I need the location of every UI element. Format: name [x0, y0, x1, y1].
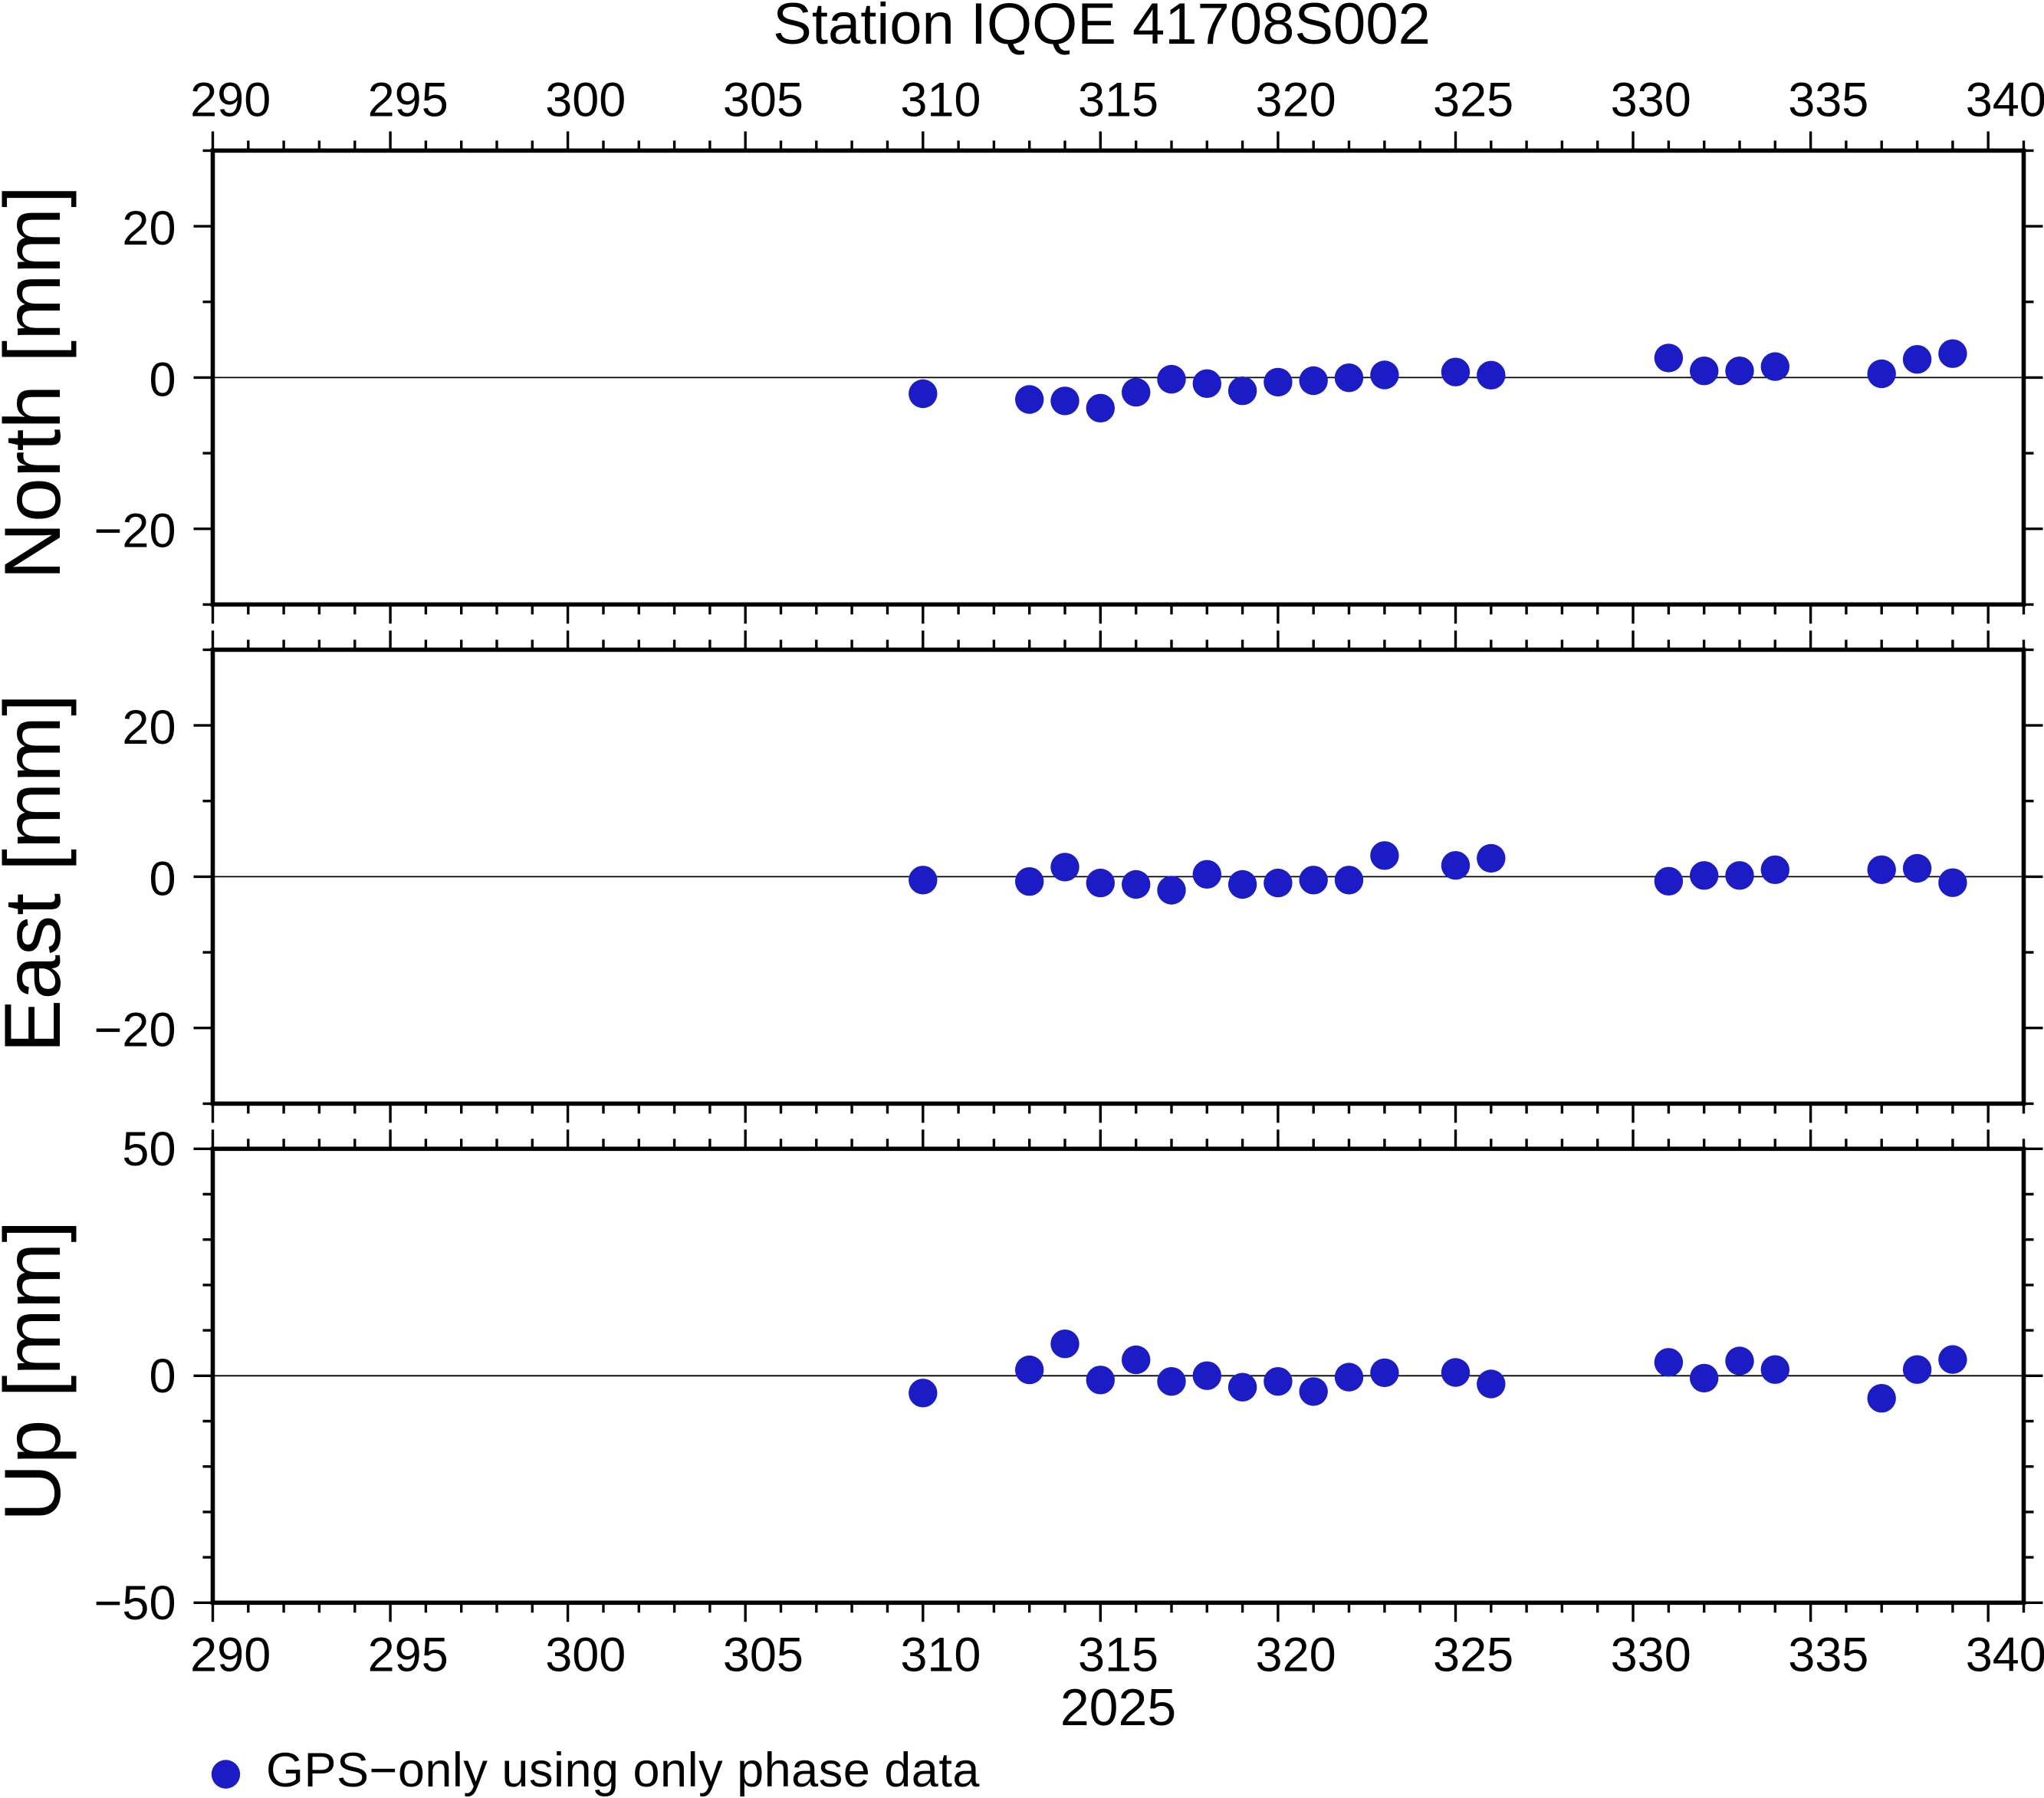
svg-text:335: 335	[1788, 73, 1868, 127]
svg-text:GPS−only using only phase data: GPS−only using only phase data	[266, 1744, 980, 1797]
svg-text:Station IQQE 41708S002: Station IQQE 41708S002	[773, 0, 1431, 57]
svg-text:320: 320	[1256, 73, 1336, 127]
svg-text:340: 340	[1966, 1629, 2044, 1682]
svg-text:50: 50	[122, 1123, 176, 1176]
svg-text:295: 295	[368, 73, 449, 127]
svg-text:330: 330	[1611, 73, 1691, 127]
svg-text:−20: −20	[94, 505, 176, 558]
svg-text:325: 325	[1433, 73, 1513, 127]
svg-text:340: 340	[1966, 73, 2044, 127]
svg-text:330: 330	[1611, 1629, 1691, 1682]
svg-text:300: 300	[545, 73, 626, 127]
svg-text:310: 310	[900, 73, 981, 127]
svg-text:Up [mm]: Up [mm]	[0, 1221, 77, 1522]
svg-text:0: 0	[149, 353, 176, 406]
svg-text:300: 300	[545, 1629, 626, 1682]
svg-text:305: 305	[723, 1629, 803, 1682]
svg-text:290: 290	[190, 73, 271, 127]
svg-text:0: 0	[149, 1349, 176, 1403]
svg-text:North [mm]: North [mm]	[0, 186, 77, 580]
svg-text:315: 315	[1078, 73, 1158, 127]
svg-text:0: 0	[149, 852, 176, 906]
svg-text:305: 305	[723, 73, 803, 127]
svg-text:2025: 2025	[1060, 1678, 1176, 1737]
svg-text:315: 315	[1078, 1629, 1158, 1682]
svg-text:East [mm]: East [mm]	[0, 694, 77, 1053]
svg-text:290: 290	[190, 1629, 271, 1682]
svg-text:320: 320	[1256, 1629, 1336, 1682]
svg-text:310: 310	[900, 1629, 981, 1682]
svg-text:−20: −20	[94, 1004, 176, 1057]
svg-text:335: 335	[1788, 1629, 1868, 1682]
svg-text:−50: −50	[94, 1576, 176, 1630]
svg-text:325: 325	[1433, 1629, 1513, 1682]
svg-text:20: 20	[122, 202, 176, 255]
svg-text:295: 295	[368, 1629, 449, 1682]
svg-text:20: 20	[122, 701, 176, 754]
